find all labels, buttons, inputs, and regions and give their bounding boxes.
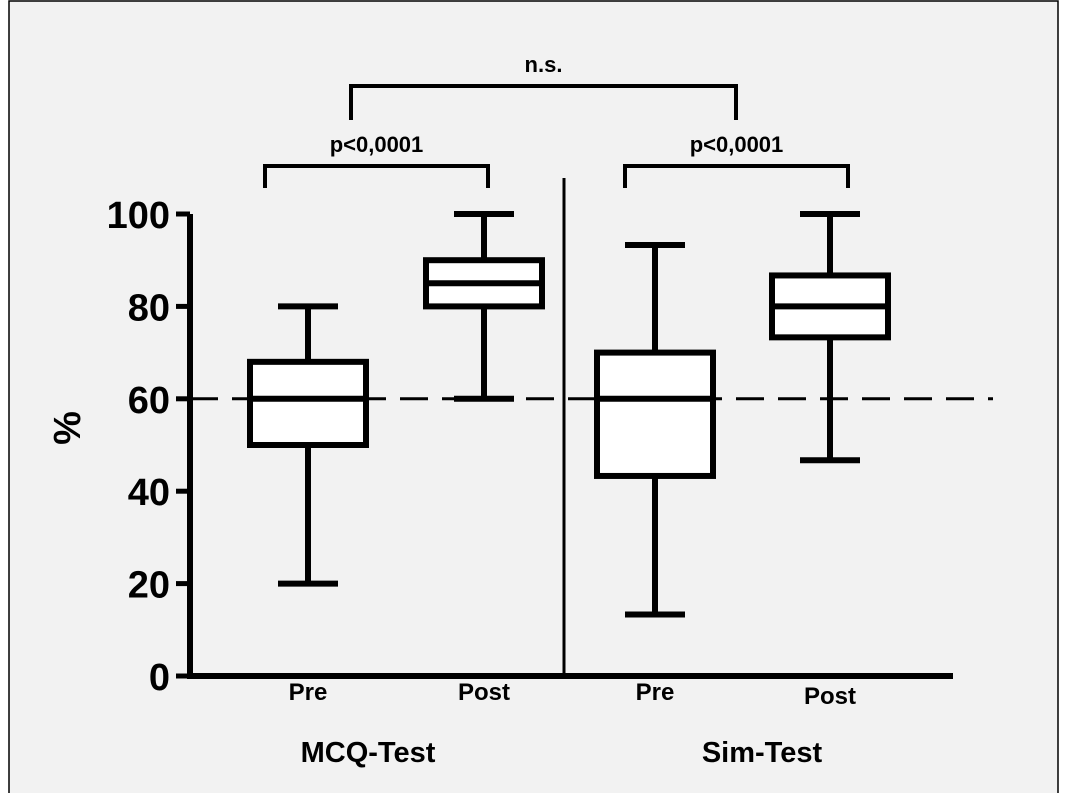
x-category-label: Pre [289,679,328,706]
bracket-mcq [263,164,490,188]
bracket-line [349,84,738,120]
y-tick-label: 80 [128,287,170,329]
significance-label: p<0,0001 [690,132,784,157]
bracket-line [263,164,490,188]
box-mcqtest-post [423,211,545,402]
y-tick-label: 40 [128,472,170,514]
significance-label: n.s. [525,52,563,77]
group-label: MCQ-Test [301,737,436,769]
bracket-sim [623,164,850,188]
chart-frame: 0 20 40 60 80 100% Pre Post Pre Post MCQ-Test Sim-T… [8,0,1065,798]
box-mcqtest-pre [247,303,369,587]
bracket-between-tests [349,84,738,120]
bracket-line [623,164,850,188]
y-tick-label: 0 [149,657,170,699]
significance-label: p<0,0001 [330,132,424,157]
x-category-label: Pre [636,679,675,706]
box-simtest-post [769,211,891,464]
iqr-box [247,358,369,448]
y-tick-label: 20 [128,565,170,607]
group-label: Sim-Test [702,737,823,769]
y-tick-label: 60 [128,380,170,422]
y-tick-label: 100 [107,195,170,237]
iqr-box [594,349,716,479]
box-simtest-pre [594,241,716,618]
x-category-label: Post [458,679,510,706]
x-category-label: Post [804,683,856,710]
box-plot-chart: 0 20 40 60 80 100% Pre Post Pre Post MCQ-Test Sim-T… [8,0,1059,798]
y-axis-label: % [47,411,89,445]
